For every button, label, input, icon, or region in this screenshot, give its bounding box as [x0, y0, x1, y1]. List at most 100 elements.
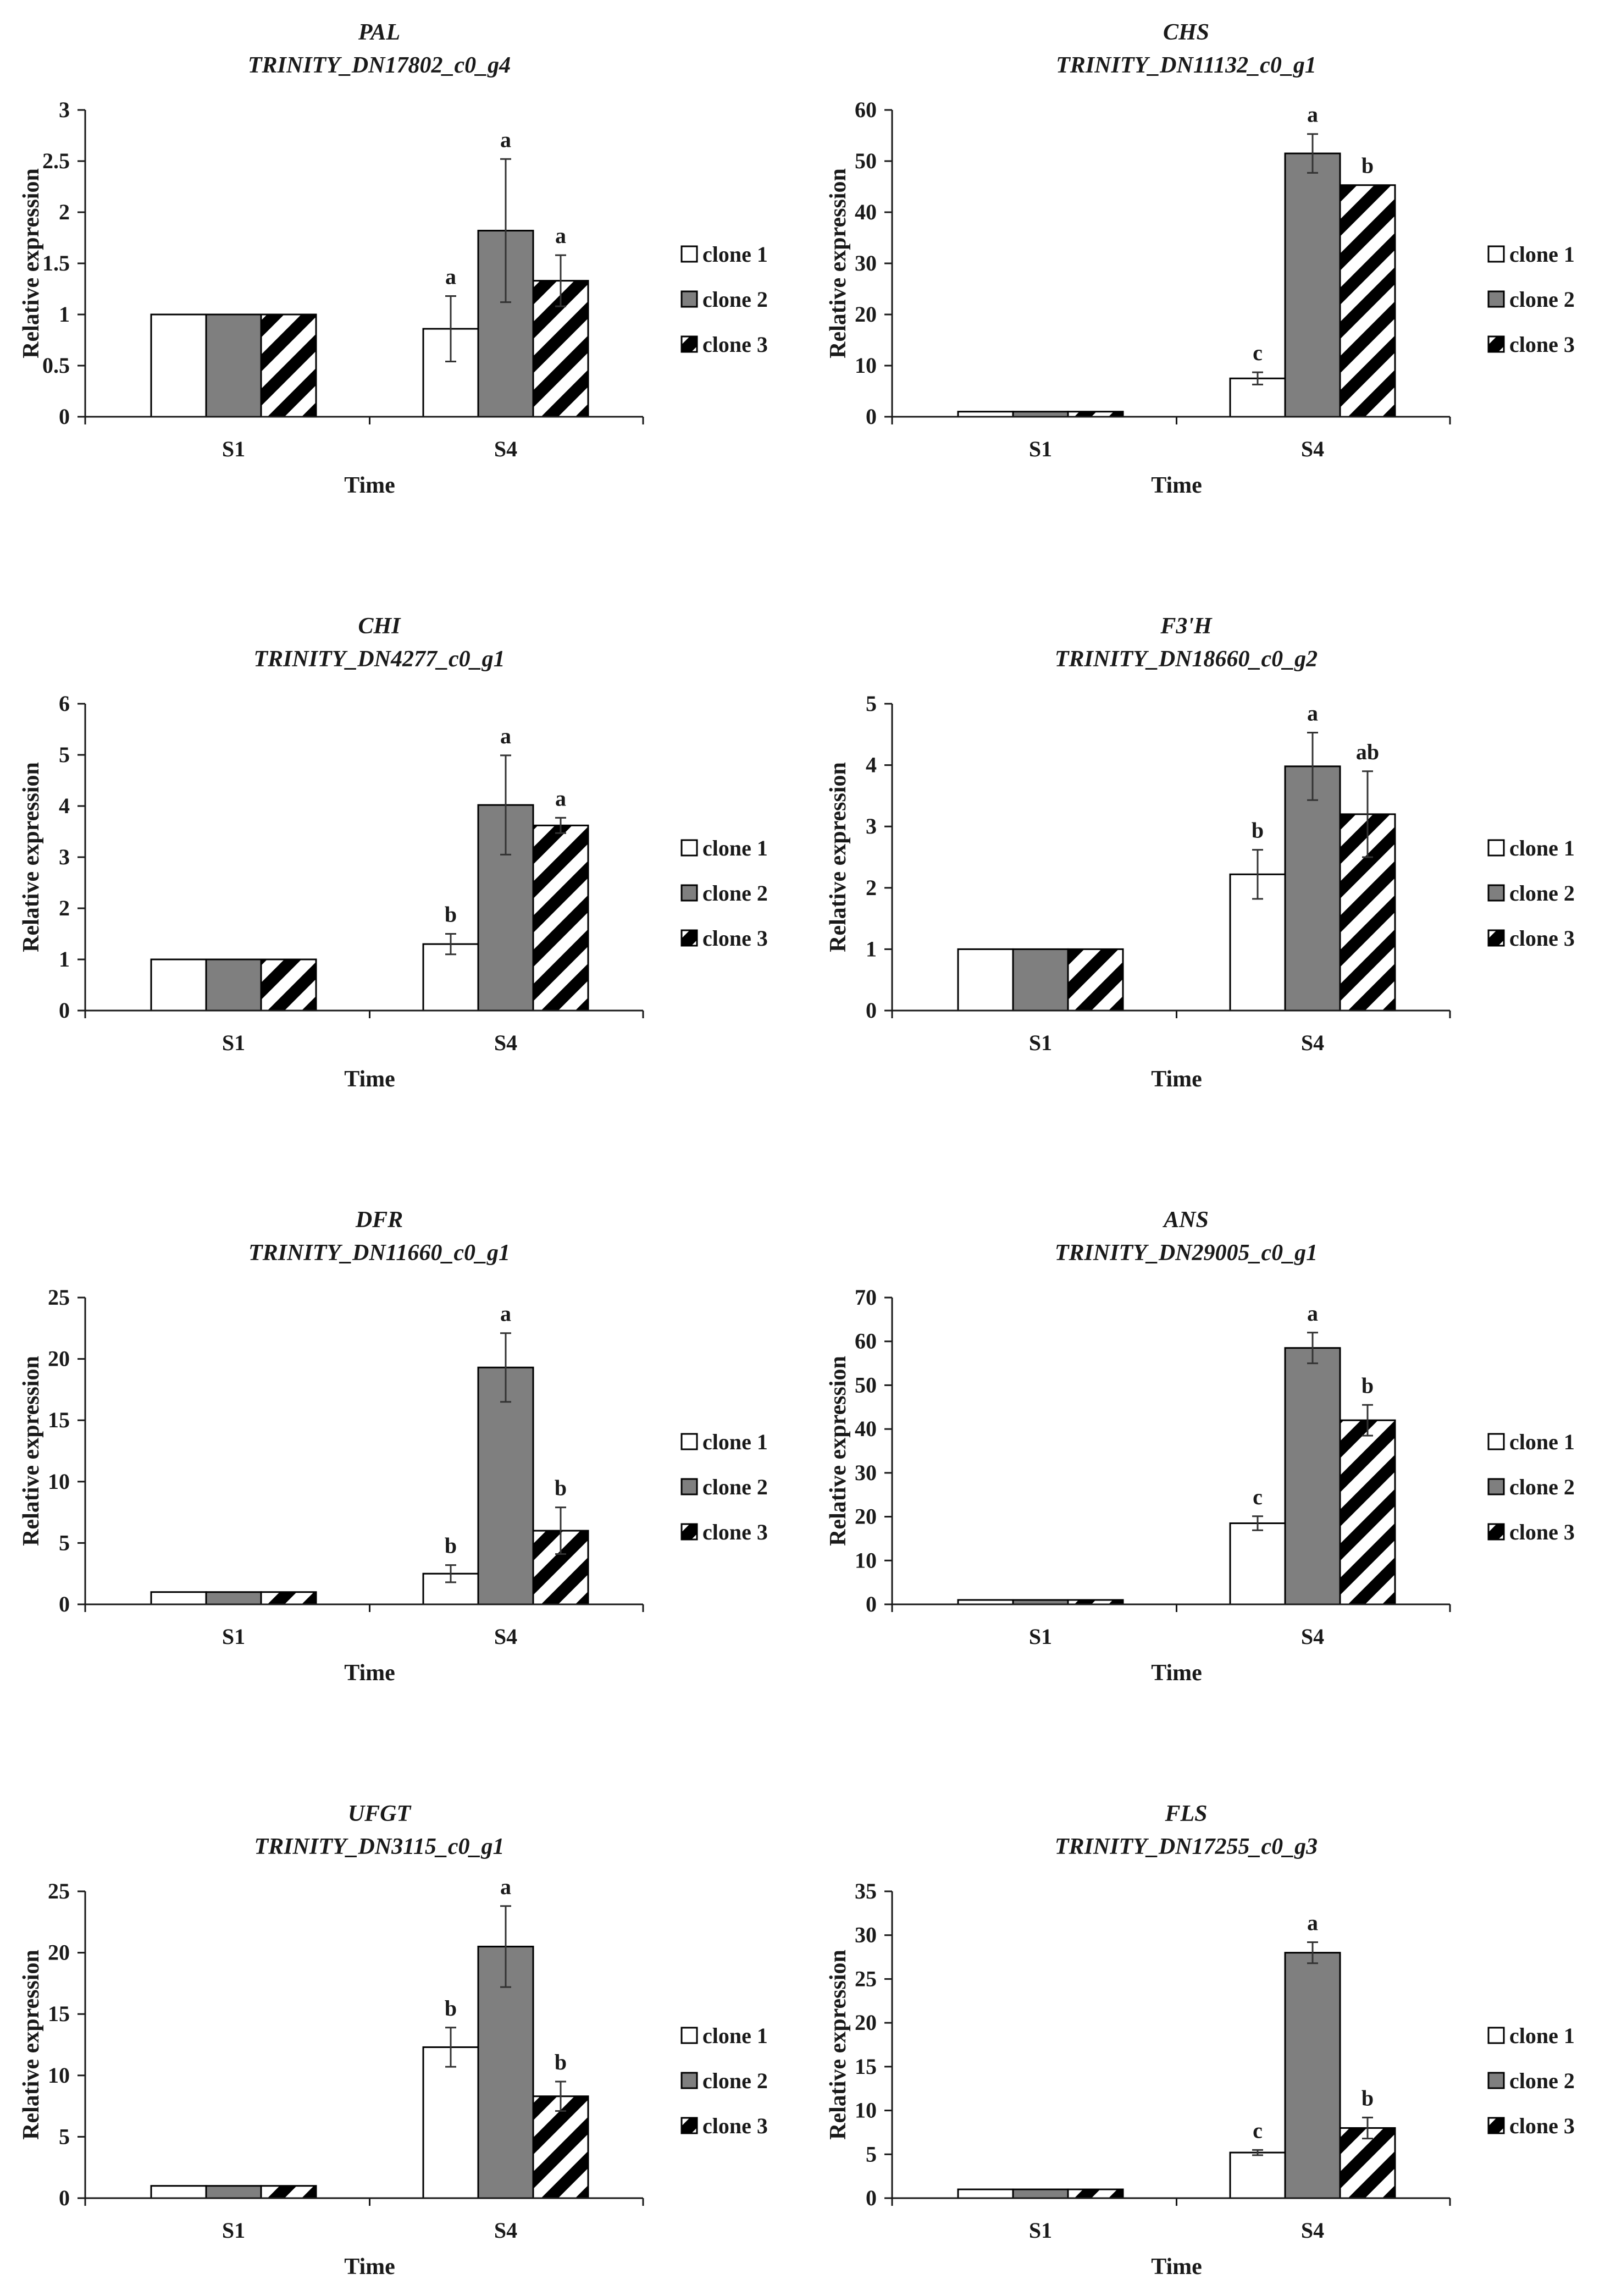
legend-label: clone 3 — [1509, 2113, 1575, 2138]
bar-clone-3-s1 — [260, 958, 317, 1012]
x-axis-label: Time — [1151, 2254, 1202, 2280]
y-tick-label: 1 — [59, 302, 70, 327]
legend-swatch-clone-2 — [680, 290, 698, 308]
y-tick-label: 60 — [855, 1329, 877, 1354]
bar-clone-2-s1 — [205, 958, 262, 1012]
legend-label: clone 1 — [702, 836, 768, 860]
legend: clone 1 clone 2 clone 3 — [680, 836, 768, 951]
legend-label: clone 1 — [1509, 2023, 1575, 2048]
bar-clone-2-s4 — [1284, 152, 1341, 418]
y-axis-label: Relative expression — [826, 762, 851, 952]
chart-subtitle: TRINITY_DN18660_c0_g2 — [1055, 647, 1318, 672]
y-tick-label: 1 — [866, 936, 877, 961]
y-tick-label: 30 — [855, 1923, 877, 1947]
legend-label: clone 2 — [1509, 287, 1575, 312]
significance-label: c — [1253, 1484, 1263, 1509]
chart-panel-fls: FLS TRINITY_DN17255_c0_g3 0 5 10 15 20 25 30 35 Re… — [826, 1801, 1575, 2280]
legend-swatch-clone-1 — [680, 245, 698, 263]
y-axis-label: Relative expression — [19, 1950, 44, 2140]
significance-label: b — [1362, 1373, 1374, 1398]
y-axis-label: Relative expression — [19, 762, 44, 952]
legend-swatch-clone-2 — [1487, 1478, 1505, 1495]
bar-clone-2-s1 — [1012, 948, 1069, 1012]
chart-panel-chs: CHS TRINITY_DN11132_c0_g1 0 10 20 30 40 50 60 Rel… — [826, 20, 1575, 498]
chart-title: F3'H — [1160, 614, 1213, 639]
legend-label: clone 2 — [702, 1475, 768, 1499]
legend-label: clone 1 — [1509, 836, 1575, 860]
legend-swatch-clone-2 — [680, 2072, 698, 2089]
significance-label: a — [500, 127, 511, 152]
chart-panel-ufgt: UFGT TRINITY_DN3115_c0_g1 0 5 10 15 20 25 Relati… — [19, 1801, 768, 2280]
significance-label: b — [445, 1996, 457, 2021]
x-tick-label: S1 — [222, 1030, 245, 1055]
y-tick-label: 3 — [59, 845, 70, 869]
legend-swatch-clone-1 — [680, 2027, 698, 2044]
y-tick-label: 0 — [59, 1592, 70, 1616]
y-tick-label: 25 — [48, 1879, 70, 1903]
y-axis-label: Relative expression — [826, 168, 851, 358]
x-tick-label: S1 — [222, 437, 245, 461]
chart-subtitle: TRINITY_DN11132_c0_g1 — [1056, 53, 1316, 78]
y-tick-label: 15 — [48, 1408, 70, 1432]
bar-clone-1-s4 — [422, 943, 479, 1012]
y-tick-label: 20 — [48, 1940, 70, 1965]
chart-title: PAL — [358, 20, 400, 45]
x-tick-label: S4 — [494, 1624, 517, 1649]
y-tick-label: 5 — [59, 2124, 70, 2149]
chart-title: CHI — [358, 614, 401, 639]
significance-label: c — [1253, 2118, 1263, 2143]
chart-subtitle: TRINITY_DN3115_c0_g1 — [254, 1834, 505, 1859]
y-tick-label: 5 — [866, 2142, 877, 2166]
chart-title: ANS — [1162, 1207, 1209, 1233]
legend-swatch-clone-2 — [1487, 884, 1505, 902]
y-tick-label: 10 — [48, 2063, 70, 2088]
bar-clone-1-s4 — [422, 2046, 479, 2199]
x-tick-label: S1 — [1029, 1030, 1052, 1055]
bar-clone-3-s4 — [1339, 1419, 1396, 1605]
legend-label: clone 1 — [702, 242, 768, 267]
legend: clone 1 clone 2 clone 3 — [680, 242, 768, 357]
legend-label: clone 1 — [1509, 1430, 1575, 1454]
y-tick-label: 0 — [59, 2185, 70, 2210]
significance-label: a — [555, 223, 566, 248]
x-tick-label: S4 — [494, 2218, 517, 2243]
significance-label: a — [1307, 700, 1318, 725]
y-tick-label: 0 — [59, 404, 70, 429]
legend-swatch-clone-1 — [1487, 2027, 1505, 2044]
significance-label: a — [500, 1874, 511, 1899]
chart-panel-chi: CHI TRINITY_DN4277_c0_g1 0 1 2 3 4 5 6 Relative e… — [19, 614, 768, 1092]
chart-subtitle: TRINITY_DN17255_c0_g3 — [1055, 1834, 1318, 1859]
bar-clone-2-s1 — [205, 313, 262, 418]
bar-clone-3-s4 — [532, 824, 589, 1012]
y-tick-label: 6 — [59, 691, 70, 716]
legend-label: clone 1 — [702, 2023, 768, 2048]
bar-clone-1-s1 — [150, 958, 207, 1012]
y-tick-label: 5 — [59, 742, 70, 767]
legend-swatch-clone-3 — [680, 2117, 698, 2134]
y-tick-label: 20 — [48, 1346, 70, 1371]
significance-label: ab — [1356, 739, 1379, 764]
legend-swatch-clone-2 — [1487, 2072, 1505, 2089]
x-axis-label: Time — [1151, 473, 1202, 498]
bar-clone-1-s1 — [150, 2185, 207, 2199]
bar-clone-3-s1 — [260, 313, 317, 418]
y-tick-label: 25 — [855, 1966, 877, 1991]
y-tick-label: 2 — [59, 200, 70, 224]
significance-label: a — [445, 264, 456, 289]
x-tick-label: S4 — [1301, 1624, 1324, 1649]
y-tick-label: 2 — [59, 896, 70, 920]
significance-label: b — [445, 1533, 457, 1558]
y-tick-label: 40 — [855, 1416, 877, 1441]
legend: clone 1 clone 2 clone 3 — [1487, 2023, 1575, 2138]
y-tick-label: 1.5 — [42, 251, 70, 275]
bar-clone-2-s4 — [1284, 765, 1341, 1012]
chart-panel-dfr: DFR TRINITY_DN11660_c0_g1 0 5 10 15 20 25 Relati… — [19, 1207, 768, 1686]
y-tick-label: 4 — [866, 753, 877, 777]
y-tick-label: 30 — [855, 251, 877, 275]
y-tick-label: 4 — [59, 793, 70, 818]
significance-label: c — [1253, 340, 1263, 365]
legend: clone 1 clone 2 clone 3 — [680, 1430, 768, 1544]
chart-panel-pal: PAL TRINITY_DN17802_c0_g4 0 0.5 1 1.5 2 2.5 3 Rel… — [19, 20, 768, 498]
y-tick-label: 5 — [59, 1530, 70, 1555]
legend-swatch-clone-1 — [680, 839, 698, 857]
